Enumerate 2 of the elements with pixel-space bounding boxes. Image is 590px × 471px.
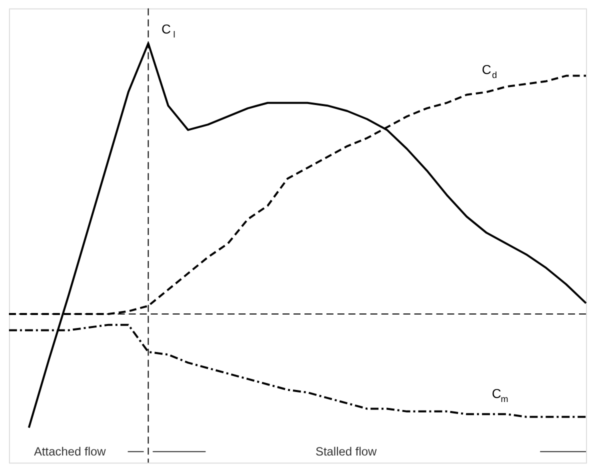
text: Attached flow	[34, 444, 106, 459]
text: Stalled flow	[315, 444, 378, 459]
